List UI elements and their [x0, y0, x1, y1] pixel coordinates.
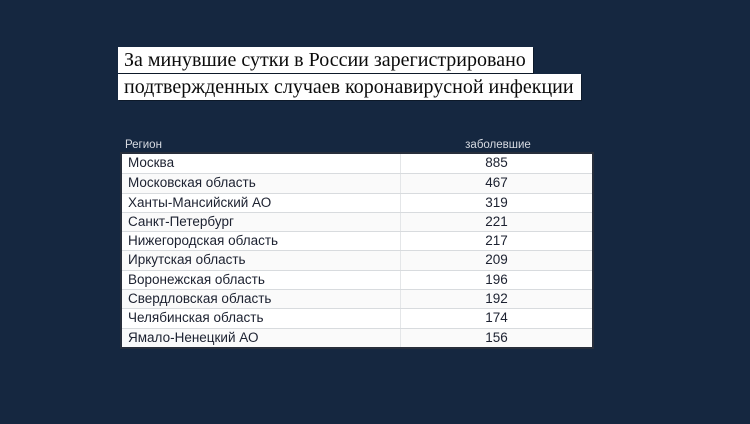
- region-cell: Челябинская область: [128, 310, 264, 326]
- region-cell: Москва: [128, 155, 175, 170]
- cases-cell: 217: [400, 232, 592, 251]
- headline: За минувшие сутки в России зарегистриров…: [118, 47, 581, 101]
- region-cell: Санкт-Петербург: [128, 213, 234, 229]
- table-row: Москва 885: [122, 154, 592, 174]
- table-row: Санкт-Петербург 221: [122, 211, 592, 232]
- table-row: Ханты-Мансийский АО 319: [122, 192, 592, 212]
- column-header-region: Регион: [125, 139, 162, 151]
- table-row: Свердловская область 192: [122, 289, 592, 309]
- table-row: Воронежская область 196: [122, 269, 592, 290]
- cases-cell: 209: [400, 251, 592, 270]
- region-cell: Московская область: [128, 175, 256, 191]
- cases-cell: 156: [400, 328, 592, 347]
- column-header-cases: заболевшие: [465, 139, 531, 151]
- table-row: Нижегородская область 217: [122, 231, 592, 251]
- headline-line-2: подтвержденных случаев коронавирусной ин…: [118, 74, 581, 100]
- table-row: Московская область 467: [122, 173, 592, 193]
- region-cell: Ханты-Мансийский АО: [128, 194, 272, 210]
- cases-table: Регион заболевшие Москва 885 Московская …: [120, 138, 594, 349]
- cases-cell: 319: [400, 193, 592, 212]
- region-cell: Иркутская область: [128, 252, 246, 268]
- table-row: Ямало-Ненецкий АО 156: [122, 327, 592, 347]
- cases-cell: 885: [400, 154, 592, 174]
- cases-cell: 174: [400, 309, 592, 328]
- region-cell: Свердловская область: [128, 291, 272, 307]
- cases-cell: 196: [400, 270, 592, 290]
- headline-line-1: За минувшие сутки в России зарегистриров…: [118, 47, 533, 73]
- table-row: Иркутская область 209: [122, 250, 592, 270]
- cases-cell: 221: [400, 212, 592, 232]
- table-header-row: Регион заболевшие: [120, 138, 594, 152]
- region-cell: Нижегородская область: [128, 233, 279, 249]
- table-row: Челябинская область 174: [122, 308, 592, 328]
- region-cell: Воронежская область: [128, 271, 265, 287]
- table-body: Москва 885 Московская область 467 Ханты-…: [120, 152, 594, 349]
- cases-cell: 467: [400, 174, 592, 193]
- cases-cell: 192: [400, 290, 592, 309]
- region-cell: Ямало-Ненецкий АО: [128, 329, 259, 345]
